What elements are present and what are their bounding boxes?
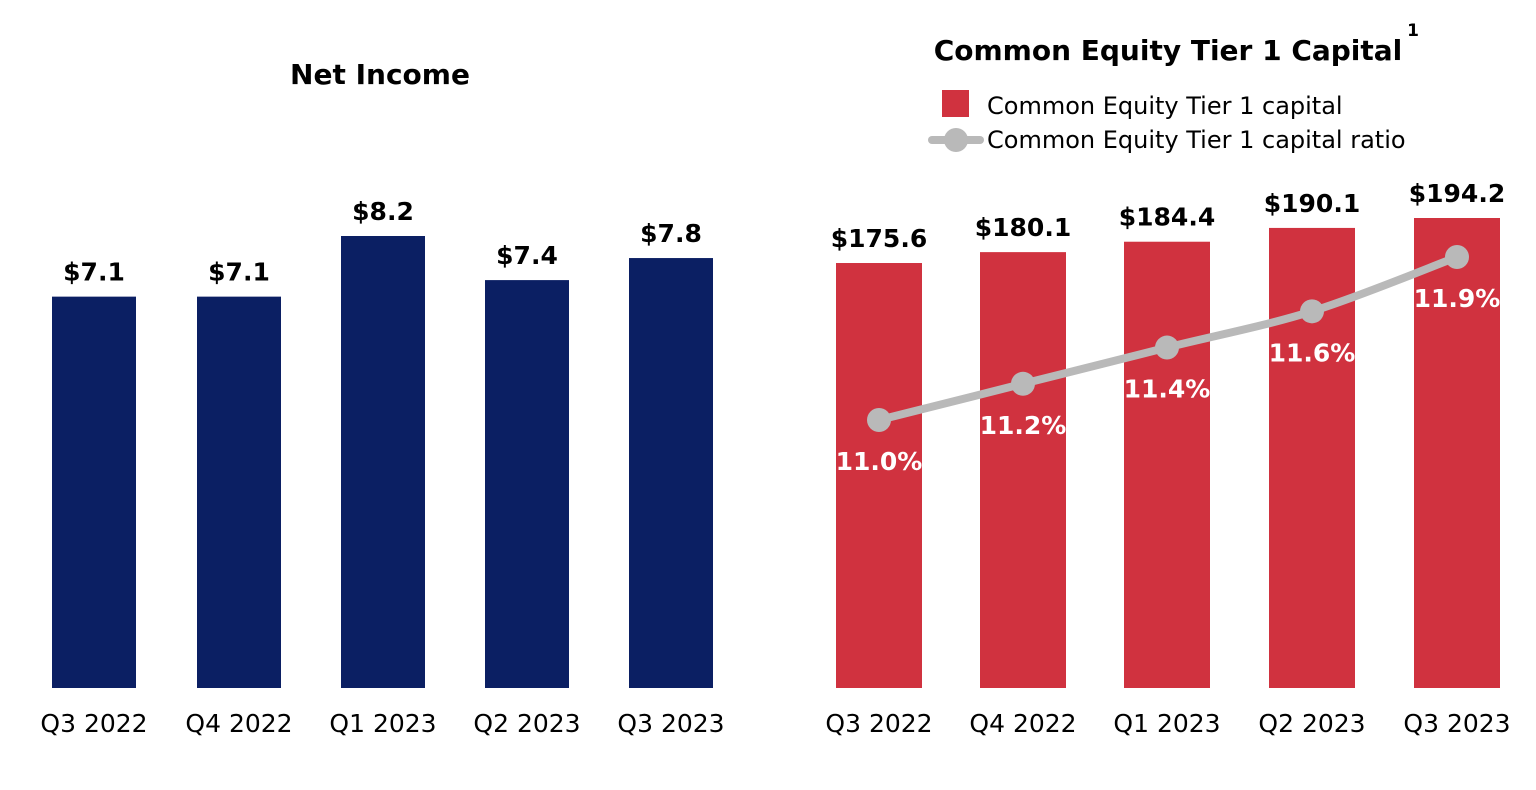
data-label: $175.6	[831, 224, 927, 253]
x-tick-label: Q4 2022	[185, 709, 292, 738]
x-tick-label: Q2 2023	[1258, 709, 1365, 738]
line-point-cet1-ratio	[1445, 245, 1469, 269]
ratio-label: 11.0%	[836, 447, 923, 476]
data-label: $190.1	[1264, 189, 1360, 218]
ratio-label: 11.4%	[1124, 375, 1211, 404]
data-label: $8.2	[352, 197, 414, 226]
chart-title: Net Income	[290, 58, 470, 91]
bar-net-income	[485, 280, 569, 688]
data-label: $7.8	[640, 219, 702, 248]
x-tick-label: Q3 2023	[617, 709, 724, 738]
x-tick-label: Q3 2023	[1403, 709, 1510, 738]
legend-swatch-bar	[942, 90, 969, 117]
ratio-label: 11.6%	[1269, 338, 1356, 367]
bar-cet1-capital	[836, 263, 922, 688]
line-point-cet1-ratio	[1155, 335, 1179, 360]
chart-title: Common Equity Tier 1 Capital	[934, 34, 1403, 67]
bar-cet1-capital	[980, 252, 1066, 688]
data-label: $184.4	[1119, 203, 1215, 232]
ratio-label: 11.2%	[980, 411, 1067, 440]
x-tick-label: Q1 2023	[1113, 709, 1220, 738]
legend-label: Common Equity Tier 1 capital	[987, 92, 1343, 120]
data-label: $7.4	[496, 241, 558, 270]
x-tick-label: Q2 2023	[473, 709, 580, 738]
data-label: $7.1	[208, 258, 270, 287]
data-label: $180.1	[975, 213, 1071, 242]
bar-net-income	[52, 296, 136, 688]
x-tick-label: Q4 2022	[969, 709, 1076, 738]
x-tick-label: Q1 2023	[329, 709, 436, 738]
bar-cet1-capital	[1124, 241, 1210, 688]
bar-net-income	[629, 258, 713, 688]
bar-cet1-capital	[1414, 218, 1500, 688]
legend-label: Common Equity Tier 1 capital ratio	[987, 126, 1406, 154]
title-footnote: 1	[1407, 21, 1419, 41]
x-tick-label: Q3 2022	[825, 709, 932, 738]
legend-swatch-marker	[944, 128, 968, 152]
data-label: $194.2	[1409, 179, 1505, 208]
bar-net-income	[341, 236, 425, 688]
line-point-cet1-ratio	[1011, 371, 1035, 396]
line-point-cet1-ratio	[867, 408, 891, 432]
bar-net-income	[197, 296, 281, 688]
x-tick-label: Q3 2022	[40, 709, 147, 738]
data-label: $7.1	[63, 258, 125, 287]
ratio-label: 11.9%	[1414, 284, 1501, 313]
line-point-cet1-ratio	[1300, 299, 1324, 324]
